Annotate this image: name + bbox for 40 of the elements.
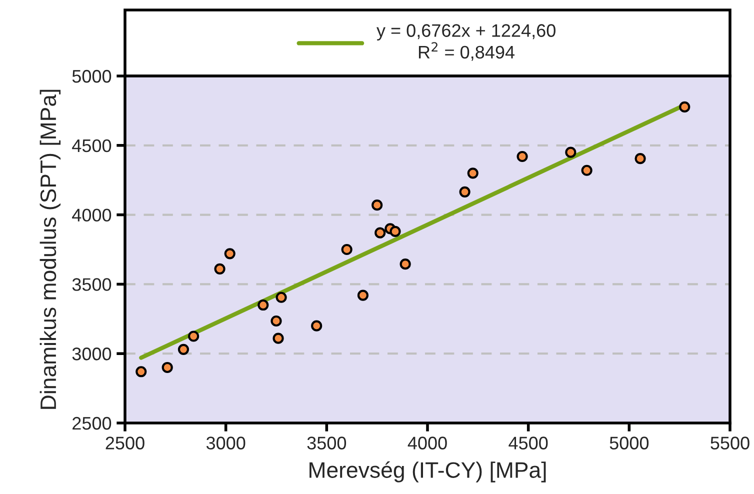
point bbox=[372, 200, 383, 211]
point bbox=[679, 101, 690, 112]
point bbox=[188, 330, 200, 342]
point bbox=[390, 226, 401, 237]
point bbox=[270, 315, 282, 327]
x-tick-label: 3500 bbox=[307, 436, 346, 450]
x-tick-label: 3000 bbox=[206, 436, 246, 450]
x-tick-label: 2500 bbox=[106, 436, 144, 450]
point bbox=[357, 290, 369, 301]
point bbox=[459, 186, 470, 198]
point bbox=[581, 164, 592, 176]
point bbox=[258, 299, 269, 311]
point bbox=[214, 263, 226, 274]
point bbox=[565, 146, 576, 158]
point bbox=[400, 258, 411, 270]
point bbox=[311, 320, 322, 332]
x-tick-label: 5000 bbox=[610, 436, 649, 450]
point bbox=[374, 227, 386, 238]
point bbox=[341, 244, 352, 256]
y-axis-title: Dinamikus modulus (SPT) [MPa] bbox=[40, 90, 61, 409]
point bbox=[224, 248, 236, 260]
point bbox=[136, 366, 147, 378]
x-tick-label: 5500 bbox=[710, 436, 750, 450]
x-axis-title: Merevség (IT-CY) [MPa] bbox=[310, 461, 546, 482]
point bbox=[634, 153, 646, 164]
y-tick-label: 5000 bbox=[72, 70, 112, 83]
y-tick-label: 4000 bbox=[72, 208, 112, 222]
x-tick-label: 4500 bbox=[508, 436, 548, 450]
point bbox=[178, 344, 190, 355]
point bbox=[272, 332, 284, 344]
y-tick-label: 2500 bbox=[72, 416, 112, 430]
point bbox=[516, 150, 528, 162]
point bbox=[162, 362, 173, 374]
legend-label: y = 0,6762x + 1224,60 R$^{2}$ = 0,8494 bbox=[376, 24, 556, 61]
y-tick-label: 3500 bbox=[72, 278, 112, 291]
point bbox=[467, 168, 478, 179]
y-tick-label: 3000 bbox=[72, 348, 112, 360]
x-tick-label: 4000 bbox=[408, 436, 447, 450]
y-tick-label: 4500 bbox=[72, 139, 112, 152]
point bbox=[276, 292, 287, 303]
